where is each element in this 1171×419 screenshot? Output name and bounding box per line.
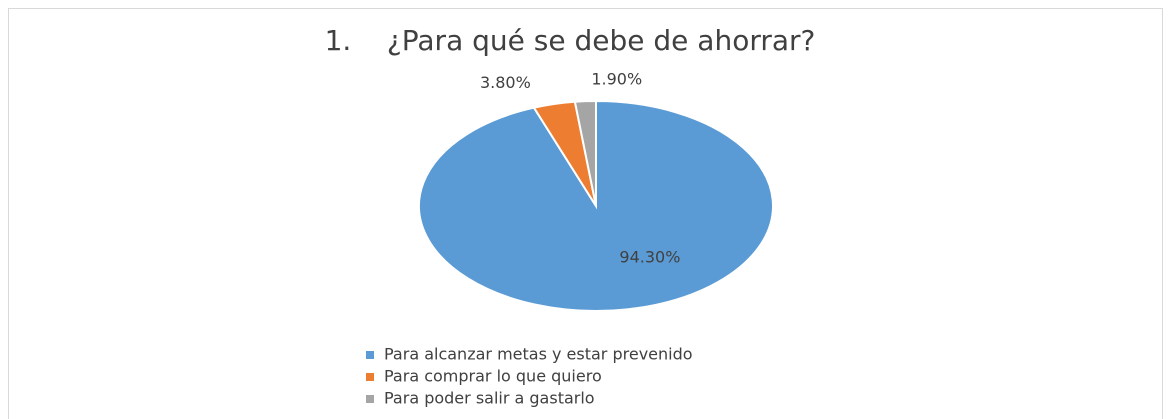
data-label: 94.30% bbox=[619, 247, 680, 266]
legend-label: Para poder salir a gastarlo bbox=[384, 389, 595, 408]
legend-label: Para comprar lo que quiero bbox=[384, 367, 602, 386]
legend-swatch bbox=[366, 373, 374, 381]
legend-label: Para alcanzar metas y estar prevenido bbox=[384, 345, 693, 364]
legend-swatch bbox=[366, 395, 374, 403]
legend-swatch bbox=[366, 351, 374, 359]
data-label: 1.90% bbox=[591, 70, 642, 89]
data-label: 3.80% bbox=[480, 73, 531, 92]
chart-title: 1. ¿Para qué se debe de ahorrar? bbox=[325, 24, 816, 57]
pie-slice bbox=[573, 99, 597, 207]
